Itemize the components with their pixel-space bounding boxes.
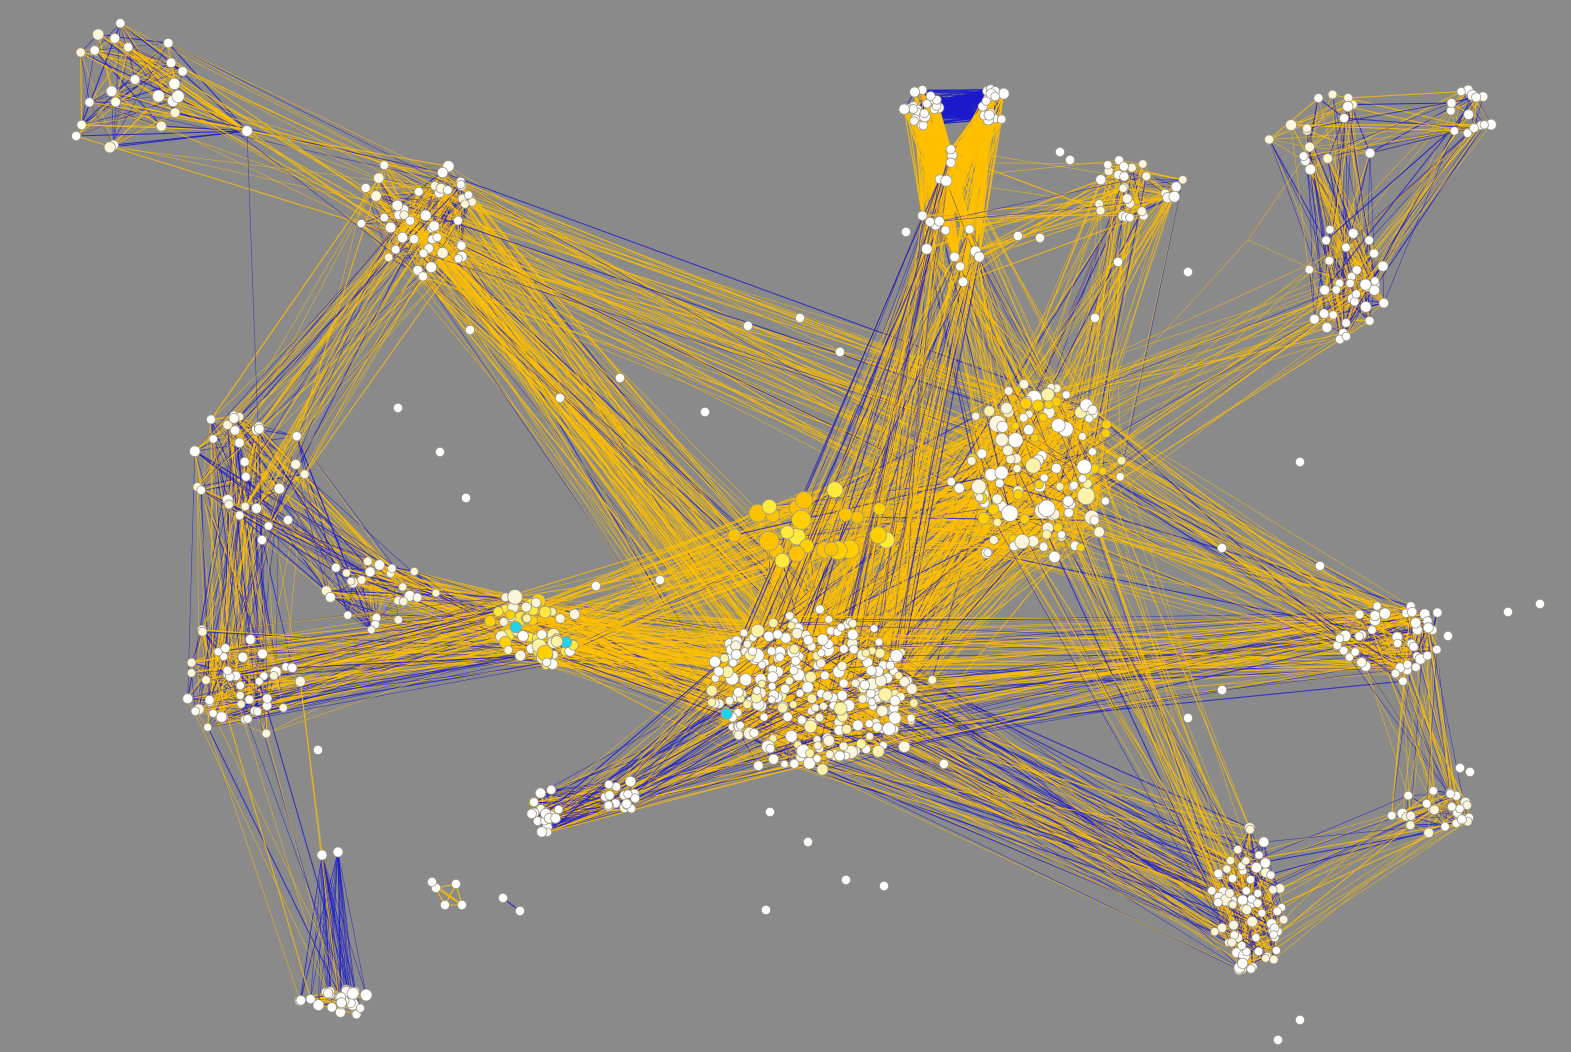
graph-edge — [1326, 302, 1384, 328]
graph-edge — [134, 71, 183, 80]
graph-edge — [951, 114, 990, 156]
graph-edge — [1269, 104, 1354, 140]
graph-edge — [167, 42, 248, 132]
graph-edge — [80, 52, 90, 103]
graph-edge — [80, 52, 114, 146]
graph-edge — [113, 112, 176, 146]
graph-edge — [1473, 96, 1484, 129]
graph-edge — [113, 96, 179, 146]
graph-edge — [337, 851, 342, 1003]
graph-edge — [337, 851, 356, 992]
graph-edge — [337, 851, 367, 996]
graph-edge — [954, 114, 990, 258]
graph-edge — [337, 851, 350, 994]
graph-edge — [1124, 176, 1177, 188]
graph-edge — [89, 102, 114, 146]
graph-edge — [318, 854, 323, 1006]
graph-edge — [1410, 815, 1462, 820]
graph-edge — [89, 42, 169, 103]
graph-edge — [1131, 167, 1177, 188]
graph-edge — [914, 91, 992, 95]
graph-edge — [1290, 97, 1349, 126]
graph-edge — [201, 629, 251, 640]
graph-edge — [161, 125, 248, 132]
graph-edge — [1131, 167, 1143, 212]
graph-edge — [1408, 795, 1446, 827]
graph-edge — [930, 93, 992, 97]
graph-edge — [321, 854, 333, 1008]
graph-edge — [1346, 306, 1367, 337]
graph-edge — [111, 62, 172, 92]
graph-edge — [98, 33, 169, 44]
graph-edge — [191, 672, 242, 705]
graph-edge — [80, 52, 83, 125]
graph-edge — [245, 476, 280, 489]
graph-edge — [310, 851, 339, 1000]
graph-edge — [194, 436, 297, 452]
graph-edge — [1308, 269, 1325, 314]
graph-edge — [191, 651, 219, 663]
graph-edge — [1460, 91, 1485, 125]
graph-edge — [80, 51, 183, 72]
graph-edge — [89, 102, 162, 127]
graph-edge — [227, 424, 230, 505]
graph-edge — [903, 109, 923, 216]
graph-edge — [337, 851, 345, 1002]
graph-edge — [310, 854, 323, 1000]
graph-edge — [201, 629, 211, 703]
graph-edge — [954, 100, 987, 258]
graph-edge — [267, 681, 301, 699]
graph-edge — [914, 88, 991, 93]
graph-edge — [922, 88, 991, 91]
graph-edge — [109, 42, 169, 148]
graph-edge — [327, 851, 339, 994]
graph-edge — [94, 49, 248, 132]
graph-edge — [914, 119, 923, 216]
graph-edge — [921, 109, 936, 216]
graph-edge — [944, 118, 1003, 231]
graph-edge — [361, 579, 372, 630]
graph-edge — [1473, 97, 1477, 129]
graph-edge — [1268, 97, 1319, 140]
graph-edge — [1269, 97, 1349, 140]
graph-edge — [329, 851, 339, 995]
graph-edge — [1433, 790, 1457, 824]
graph-edge — [337, 851, 347, 992]
graph-edge — [81, 50, 95, 125]
graph-edge — [89, 71, 183, 103]
graph-edge — [337, 851, 353, 1005]
graph-edge — [321, 854, 326, 993]
graph-edge — [325, 851, 339, 993]
graph-edge — [1214, 931, 1275, 938]
graph-edge — [321, 854, 352, 1004]
graph-edge — [1098, 176, 1125, 205]
graph-edge — [109, 130, 248, 148]
graph-edge — [1263, 841, 1275, 929]
graph-edge — [1318, 97, 1345, 119]
graph-edge — [240, 681, 301, 696]
graph-edge — [94, 23, 121, 51]
graph-edge — [1123, 187, 1166, 194]
graph-edge — [300, 851, 339, 1001]
graph-edge — [201, 629, 243, 658]
graph-edge — [113, 95, 159, 146]
graph-edge — [80, 52, 248, 132]
graph-edge — [978, 112, 992, 257]
graph-edge — [914, 91, 983, 107]
